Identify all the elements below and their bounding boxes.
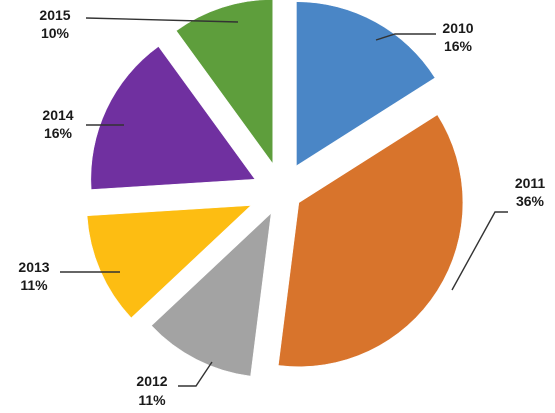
pie-slice-2013 <box>86 205 252 319</box>
slice-label-2011: 2011 <box>515 175 546 191</box>
slice-label-2010: 2010 <box>442 20 473 36</box>
pie-slice-2014 <box>90 46 256 190</box>
pie-slice-2010 <box>296 1 436 167</box>
slice-percent-2010: 16% <box>444 38 473 54</box>
leader-line-2011 <box>451 211 508 291</box>
slice-label-2014: 2014 <box>42 107 73 123</box>
slice-percent-2013: 11% <box>20 277 48 293</box>
slice-percent-2015: 10% <box>41 25 70 41</box>
slice-label-2013: 2013 <box>18 259 49 275</box>
slice-label-2015: 2015 <box>39 7 70 23</box>
pie-slice-2012 <box>151 212 272 377</box>
pie-slice-2011 <box>278 114 464 367</box>
pie-slice-2015 <box>175 0 273 165</box>
leader-line-2010 <box>375 33 436 41</box>
slice-percent-2011: 36% <box>516 193 545 209</box>
slice-percent-2014: 16% <box>44 125 73 141</box>
leader-line-2012 <box>178 361 213 387</box>
slice-label-2012: 2012 <box>136 373 167 389</box>
leader-line-2015 <box>85 17 239 23</box>
slice-percent-2012: 11% <box>138 392 166 408</box>
